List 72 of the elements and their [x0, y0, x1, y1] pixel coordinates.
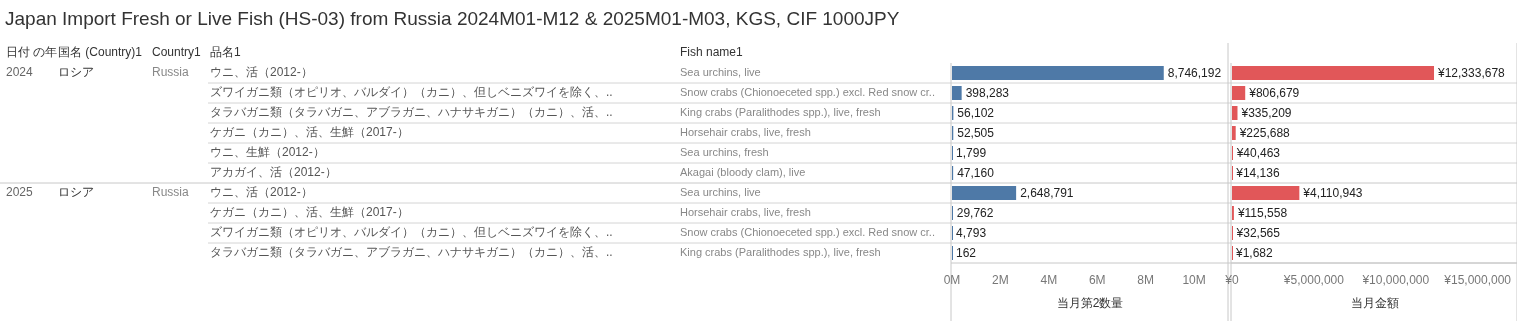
- x-tick-label: ¥5,000,000: [1282, 273, 1345, 288]
- y-tick-label: Sea urchins, live: [680, 65, 761, 78]
- data-label: 1,799: [956, 146, 987, 161]
- data-label: 162: [956, 246, 977, 261]
- text: 日付 の年: [6, 45, 58, 60]
- text: ロシア: [58, 65, 94, 80]
- x-tick-label: ¥10,000,000: [1361, 273, 1430, 288]
- data-label: ¥40,463: [1235, 146, 1281, 161]
- x-tick-label: 4M: [1040, 273, 1058, 288]
- data-label: 8,746,192: [1167, 66, 1222, 81]
- data-label: 47,160: [957, 166, 995, 181]
- category-label: ケガニ（カニ）、活、生鮮（2017-）: [210, 205, 409, 220]
- bar: [1232, 126, 1236, 140]
- text: 品名1: [210, 45, 241, 60]
- y-tick-label: Snow crabs (Chionoeceted spp.) excl. Red snow cr..: [680, 225, 935, 238]
- x-tick-label: 6M: [1088, 273, 1106, 288]
- y-tick-label: Horsehair crabs, live, fresh: [680, 125, 811, 138]
- data-label: ¥12,333,678: [1437, 66, 1506, 81]
- category-label: ウニ、活（2012-）: [210, 65, 313, 80]
- data-label: ¥1,682: [1235, 246, 1274, 261]
- x-tick-label: ¥0: [1224, 273, 1239, 288]
- y-tick-label: Sea urchins, fresh: [680, 145, 769, 158]
- data-label: ¥335,209: [1240, 106, 1292, 121]
- text: Russia: [152, 65, 190, 80]
- data-label: 398,283: [965, 86, 1010, 101]
- data-label: ¥115,558: [1236, 206, 1288, 221]
- x-axis-title: 当月第2数量: [1056, 296, 1124, 311]
- bar: [1232, 186, 1300, 200]
- y-tick-label: Horsehair crabs, live, fresh: [680, 205, 811, 218]
- category-label: ウニ、活（2012-）: [210, 185, 313, 200]
- category-label: ズワイガニ類（オピリオ、バルダイ）（カニ）、但しベニズワイを除く、..: [210, 225, 613, 240]
- data-label: 29,762: [956, 206, 994, 221]
- y-tick-label: Sea urchins, live: [680, 185, 761, 198]
- category-label: タラバガニ類（タラバガニ、アブラガニ、ハナサキガニ）（カニ）、活、..: [210, 245, 613, 260]
- y-tick-label: King crabs (Paralithodes spp.), live, fresh: [680, 245, 881, 258]
- bar: [952, 86, 962, 100]
- text: Japan Import Fresh or Live Fish (HS-03) from Russia 2024M01-M12 & 2025M01-M03, KGS, CIF 1000JPY: [5, 8, 900, 30]
- x-axis-title: 当月金額: [1350, 296, 1399, 311]
- x-tick-label: 0M: [943, 273, 961, 288]
- bar: [1232, 66, 1435, 80]
- data-label: ¥225,688: [1238, 126, 1291, 141]
- x-tick-label: 8M: [1137, 273, 1155, 288]
- category-label: ズワイガニ類（オピリオ、バルダイ）（カニ）、但しベニズワイを除く、..: [210, 85, 613, 100]
- bar: [1232, 86, 1246, 100]
- text: 2025: [6, 185, 34, 200]
- data-label: 56,102: [957, 106, 995, 121]
- data-label: 52,505: [957, 126, 995, 141]
- text: Russia: [152, 185, 190, 200]
- data-label: ¥14,136: [1235, 166, 1280, 181]
- text: 2024: [6, 65, 34, 80]
- bar: [1232, 106, 1238, 120]
- category-label: タラバガニ類（タラバガニ、アブラガニ、ハナサキガニ）（カニ）、活、..: [210, 105, 613, 120]
- category-label: ケガニ（カニ）、活、生鮮（2017-）: [210, 125, 409, 140]
- data-label: ¥32,565: [1235, 226, 1281, 241]
- data-label: ¥806,679: [1248, 86, 1300, 101]
- data-label: 4,793: [956, 226, 987, 241]
- category-label: ウニ、生鮮（2012-）: [210, 145, 325, 160]
- bar: [952, 66, 1164, 80]
- y-tick-label: Snow crabs (Chionoeceted spp.) excl. Red snow cr..: [680, 85, 935, 98]
- y-tick-label: King crabs (Paralithodes spp.), live, fresh: [680, 105, 881, 118]
- text: ロシア: [58, 185, 94, 200]
- y-axis-title: Fish name1: [680, 45, 744, 60]
- text: 国名 (Country)1: [58, 45, 143, 60]
- x-tick-label: ¥15,000,000: [1443, 273, 1512, 288]
- y-tick-label: Akagai (bloody clam), live: [680, 165, 806, 178]
- category-label: アカガイ、活（2012-）: [210, 165, 337, 180]
- bar: [952, 186, 1017, 200]
- data-label: 2,648,791: [1020, 186, 1074, 201]
- data-label: ¥4,110,943: [1302, 186, 1363, 201]
- x-tick-label: 10M: [1182, 273, 1206, 288]
- x-tick-label: 2M: [992, 273, 1009, 288]
- text: Country1: [152, 45, 202, 60]
